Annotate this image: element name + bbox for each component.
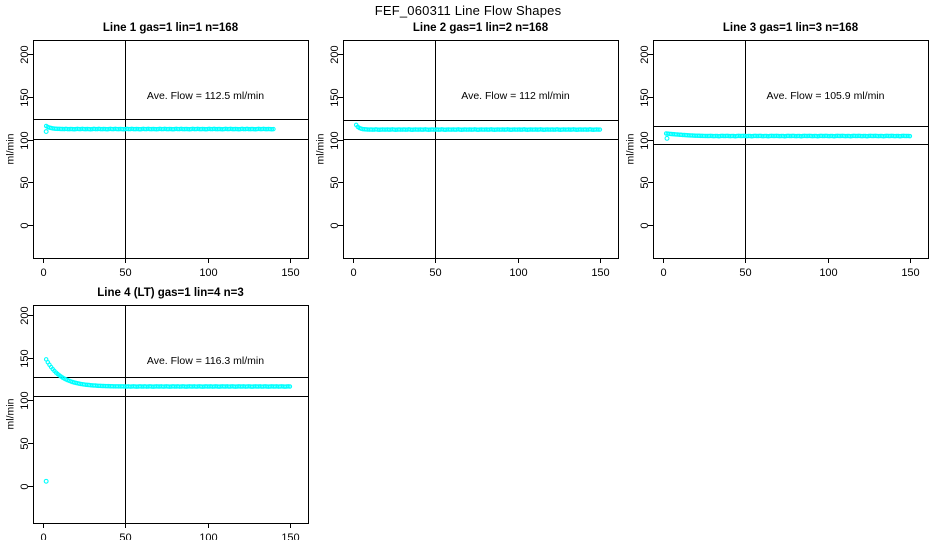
y-tick-label: 0 bbox=[329, 222, 341, 228]
data-points bbox=[353, 122, 603, 133]
y-tick-label: 50 bbox=[639, 176, 651, 188]
plot-box bbox=[653, 40, 929, 259]
panel-4-plot: 0 50 100 150 0 50 100 150 200 ml/min bbox=[5, 305, 309, 540]
x-tick-label: 50 bbox=[119, 267, 131, 279]
y-tick-label: 200 bbox=[19, 306, 31, 324]
x-tick-label: 100 bbox=[819, 267, 837, 279]
y-tick-label: 50 bbox=[329, 176, 341, 188]
panel-3-plot: 0 50 100 150 0 50 100 150 200 ml/min bbox=[625, 40, 929, 279]
panel-3-avg-flow-label: Ave. Flow = 105.9 ml/min bbox=[766, 90, 885, 102]
x-tick-label: 150 bbox=[281, 532, 299, 540]
data-points bbox=[663, 131, 913, 141]
x-tick-label: 100 bbox=[199, 532, 217, 540]
plot-box bbox=[33, 40, 309, 259]
y-tick-label: 150 bbox=[639, 88, 651, 106]
y-tick-label: 50 bbox=[19, 176, 31, 188]
data-points bbox=[43, 357, 293, 484]
x-tick-label: 0 bbox=[660, 267, 666, 279]
x-tick-label: 50 bbox=[119, 532, 131, 540]
y-axis-label: ml/min bbox=[5, 398, 17, 429]
y-tick-label: 50 bbox=[19, 437, 31, 449]
y-tick-label: 200 bbox=[639, 45, 651, 63]
data-point-outlier bbox=[664, 135, 670, 141]
data-point bbox=[287, 384, 293, 389]
data-point-outlier bbox=[43, 129, 49, 134]
panel-4-avg-flow-label: Ave. Flow = 116.3 ml/min bbox=[146, 355, 265, 367]
y-tick-label: 0 bbox=[19, 483, 31, 489]
plot-box bbox=[343, 40, 619, 259]
y-tick-label: 150 bbox=[19, 88, 31, 106]
page-title: FEF_060311 Line Flow Shapes bbox=[374, 3, 562, 18]
y-axis-label: ml/min bbox=[5, 133, 17, 164]
y-tick-label: 150 bbox=[19, 349, 31, 367]
y-axis-label: ml/min bbox=[625, 133, 637, 164]
data-point bbox=[595, 127, 601, 132]
y-tick-label: 0 bbox=[19, 222, 31, 228]
data-point bbox=[907, 133, 913, 139]
x-tick-label: 0 bbox=[40, 532, 46, 540]
panel-2-avg-flow-label: Ave. Flow = 112 ml/min bbox=[461, 90, 570, 102]
x-tick-label: 150 bbox=[901, 267, 919, 279]
panel-1-title: Line 1 gas=1 lin=1 n=168 bbox=[102, 22, 239, 34]
data-point bbox=[285, 384, 291, 389]
y-tick-label: 200 bbox=[19, 45, 31, 63]
data-point bbox=[271, 126, 276, 132]
x-tick-label: 150 bbox=[281, 267, 299, 279]
plot-box bbox=[33, 305, 309, 524]
y-tick-label: 100 bbox=[329, 131, 341, 149]
panel-2-title: Line 2 gas=1 lin=2 n=168 bbox=[412, 22, 549, 34]
x-tick-label: 150 bbox=[591, 267, 609, 279]
y-tick-label: 150 bbox=[329, 88, 341, 106]
panel-2-plot: 0 50 100 150 0 50 100 150 200 ml/min bbox=[315, 40, 619, 279]
data-point-outlier bbox=[43, 478, 49, 484]
panel-4-title: Line 4 (LT) gas=1 lin=4 n=3 bbox=[97, 287, 244, 299]
x-tick-label: 0 bbox=[350, 267, 356, 279]
x-tick-label: 0 bbox=[40, 267, 46, 279]
x-tick-label: 100 bbox=[199, 267, 217, 279]
data-point bbox=[597, 127, 603, 132]
y-tick-label: 200 bbox=[329, 45, 341, 63]
data-points bbox=[43, 123, 276, 134]
y-tick-label: 100 bbox=[19, 391, 31, 409]
y-tick-label: 100 bbox=[19, 131, 31, 149]
x-tick-label: 50 bbox=[739, 267, 751, 279]
y-axis-label: ml/min bbox=[315, 133, 327, 164]
x-tick-label: 100 bbox=[509, 267, 527, 279]
y-tick-label: 100 bbox=[639, 131, 651, 149]
panel-3-title: Line 3 gas=1 lin=3 n=168 bbox=[722, 22, 859, 34]
x-tick-label: 50 bbox=[429, 267, 441, 279]
panel-1-avg-flow-label: Ave. Flow = 112.5 ml/min bbox=[146, 90, 265, 102]
panel-1-plot: 0 50 100 150 0 50 100 150 200 ml/min bbox=[5, 40, 309, 279]
y-tick-label: 0 bbox=[639, 222, 651, 228]
